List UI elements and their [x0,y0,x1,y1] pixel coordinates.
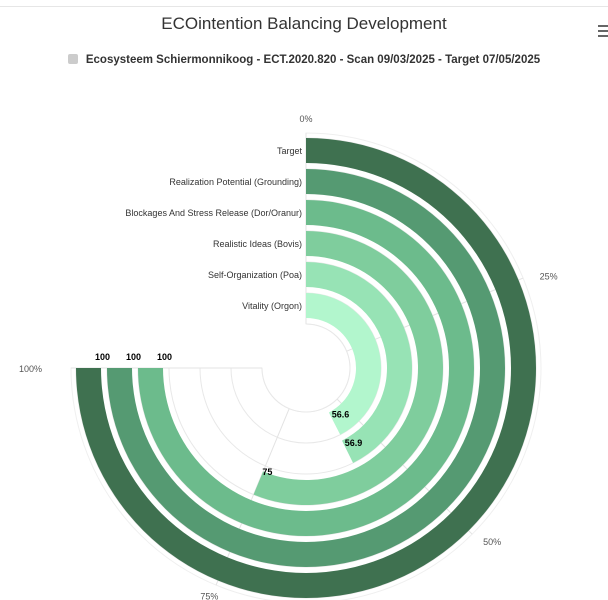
grid-ring [261,323,351,413]
angle-tick-label: 100% [19,364,42,374]
legend-label: Ecosysteem Schiermonnikoog - ECT.2020.82… [85,54,541,66]
bar-6[interactable] [306,293,381,435]
grid-spoke [215,408,290,586]
top-divider [0,6,608,7]
chart-title: ECOintention Balancing Development [161,14,447,33]
legend-item[interactable]: Ecosysteem Schiermonnikoog - ECT.2020.82… [0,54,608,66]
angle-tick-label: 75% [200,592,218,600]
angle-tick-label: 50% [483,537,501,547]
category-label: Self-Organization (Poa) [208,270,302,280]
data-label: 75 [262,467,272,477]
legend-swatch [67,54,78,64]
category-label: Blockages And Stress Release (Dor/Oranur… [125,208,302,218]
data-label: 56.9 [345,438,363,448]
data-label: 100 [157,352,172,362]
category-label: Target [277,146,303,156]
category-label: Realization Potential (Grounding) [169,177,302,187]
grid-spoke [336,398,473,535]
category-label: Vitality (Orgon) [242,301,302,311]
category-label: Realistic Ideas (Bovis) [213,239,302,249]
data-label: 56.6 [332,410,350,420]
bar-5[interactable] [306,262,413,463]
angle-tick-label: 0% [299,114,312,124]
data-label: 100 [95,352,110,362]
hamburger-menu-icon[interactable] [598,25,608,37]
grid-spoke [346,277,524,352]
bar-4[interactable] [253,231,444,505]
angle-tick-label: 25% [540,271,558,281]
data-label: 100 [126,352,141,362]
